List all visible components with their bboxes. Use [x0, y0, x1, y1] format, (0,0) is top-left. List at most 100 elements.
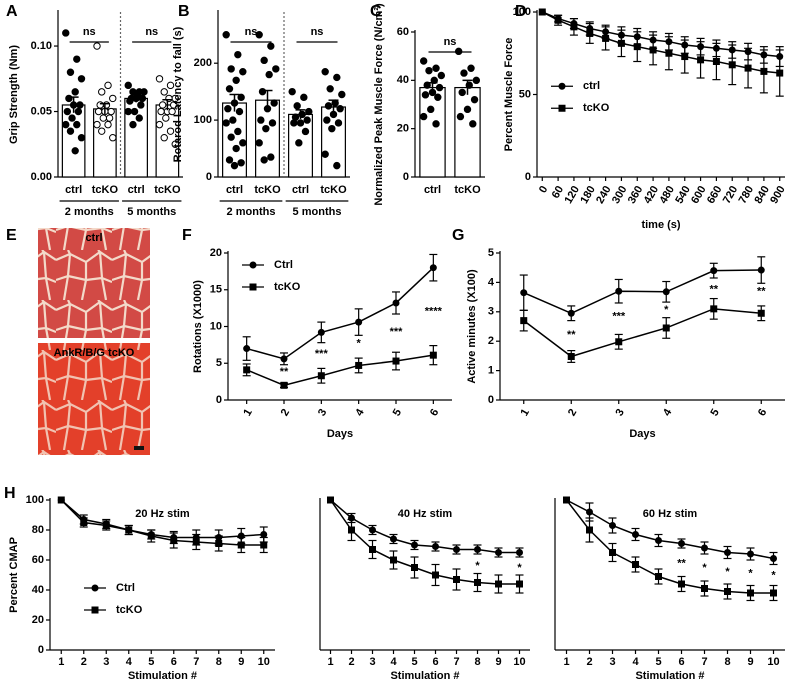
x-tick-label: 2: [81, 656, 87, 668]
marker: [390, 535, 397, 543]
marker: [770, 555, 777, 562]
marker: [678, 580, 685, 588]
marker: [237, 541, 245, 549]
data-point: [301, 127, 310, 136]
x-tick-label: 8: [474, 656, 480, 668]
x-axis-title: Stimulation #: [635, 670, 704, 682]
series-line: [246, 354, 434, 387]
series-line: [523, 308, 762, 358]
data-point: [237, 93, 245, 102]
y-axis-title: Active minutes (X100): [466, 269, 478, 384]
data-point: [98, 127, 106, 135]
marker: [390, 556, 397, 564]
x-tick-label: 4: [661, 406, 675, 418]
data-point: [272, 65, 280, 73]
data-point: [162, 114, 170, 122]
y-tick-label: 0: [38, 644, 44, 656]
marker: [633, 43, 641, 51]
marker: [554, 16, 562, 24]
significance-label: *: [725, 566, 730, 578]
data-point: [290, 119, 298, 127]
data-point: [255, 139, 263, 147]
y-tick-label: 3: [488, 306, 494, 318]
data-point: [421, 91, 430, 99]
series-line: [329, 499, 520, 585]
marker: [681, 53, 689, 61]
marker: [432, 543, 439, 550]
data-point: [124, 107, 132, 116]
significance-label: ns: [311, 26, 324, 38]
significance-label: *: [357, 338, 362, 350]
significance-label: *: [664, 304, 669, 316]
x-tick-label: 1: [58, 656, 64, 668]
significance-label: **: [280, 366, 289, 378]
data-point: [333, 161, 341, 170]
data-point: [472, 76, 481, 85]
marker: [662, 324, 670, 332]
legend-marker: [249, 261, 257, 269]
marker: [355, 318, 363, 326]
x-tick-label: 4: [353, 406, 367, 418]
x-tick-label: 4: [126, 656, 133, 668]
data-point: [295, 139, 303, 147]
marker: [411, 541, 418, 549]
marker: [760, 67, 768, 75]
marker: [392, 357, 400, 365]
data-point: [467, 64, 475, 72]
marker: [697, 56, 705, 64]
y-tick-label: 60: [397, 26, 409, 38]
x-tick-label: ctrl: [226, 184, 243, 196]
data-point: [458, 88, 466, 97]
y-tick-label: 20: [210, 247, 222, 259]
significance-label: **: [677, 558, 686, 570]
marker: [710, 305, 718, 313]
marker: [348, 526, 355, 534]
series-line: [566, 499, 774, 560]
series-line: [565, 499, 774, 594]
legend-label: Ctrl: [116, 582, 135, 594]
data-point: [166, 127, 175, 135]
marker: [649, 46, 657, 54]
data-point: [73, 55, 81, 63]
x-tick-label: 720: [721, 184, 741, 206]
data-point: [303, 116, 311, 124]
marker: [170, 537, 178, 544]
y-tick-label: 100: [513, 6, 531, 18]
marker: [615, 338, 623, 346]
y-axis-title: Normalized Peak Muscle Force (N/cm²): [373, 3, 385, 206]
panel-letter: C: [370, 3, 382, 20]
significance-label: *: [517, 562, 522, 574]
x-tick-label: 9: [238, 656, 244, 668]
marker: [757, 309, 765, 317]
data-point: [328, 124, 336, 133]
x-axis-title: Days: [327, 428, 353, 440]
group-label: 5 months: [127, 206, 176, 218]
data-point: [300, 93, 308, 102]
data-point: [234, 127, 242, 136]
y-tick-label: 4: [488, 276, 495, 288]
significance-label: ns: [444, 36, 457, 48]
panel-title: 60 Hz stim: [643, 508, 698, 520]
x-tick-label: 4: [390, 656, 397, 668]
bar: [419, 86, 446, 178]
legend-label: tcKO: [583, 102, 610, 114]
x-tick-label: 120: [562, 184, 582, 206]
data-point: [74, 107, 83, 116]
x-tick-label: 6: [428, 407, 441, 418]
significance-label: ***: [612, 310, 626, 322]
marker: [701, 544, 708, 552]
marker: [710, 267, 718, 275]
data-point: [166, 81, 175, 90]
x-tick-label: 6: [756, 407, 769, 418]
marker: [662, 288, 670, 296]
data-point: [239, 139, 247, 147]
data-point: [338, 90, 346, 99]
marker: [632, 531, 639, 538]
x-tick-label: 8: [724, 656, 730, 668]
y-tick-label: 60: [32, 554, 44, 566]
x-tick-label: 3: [609, 656, 615, 668]
data-point: [324, 102, 333, 110]
y-tick-label: 100: [26, 494, 44, 506]
data-point: [227, 133, 235, 141]
panel-title: 20 Hz stim: [135, 508, 190, 520]
